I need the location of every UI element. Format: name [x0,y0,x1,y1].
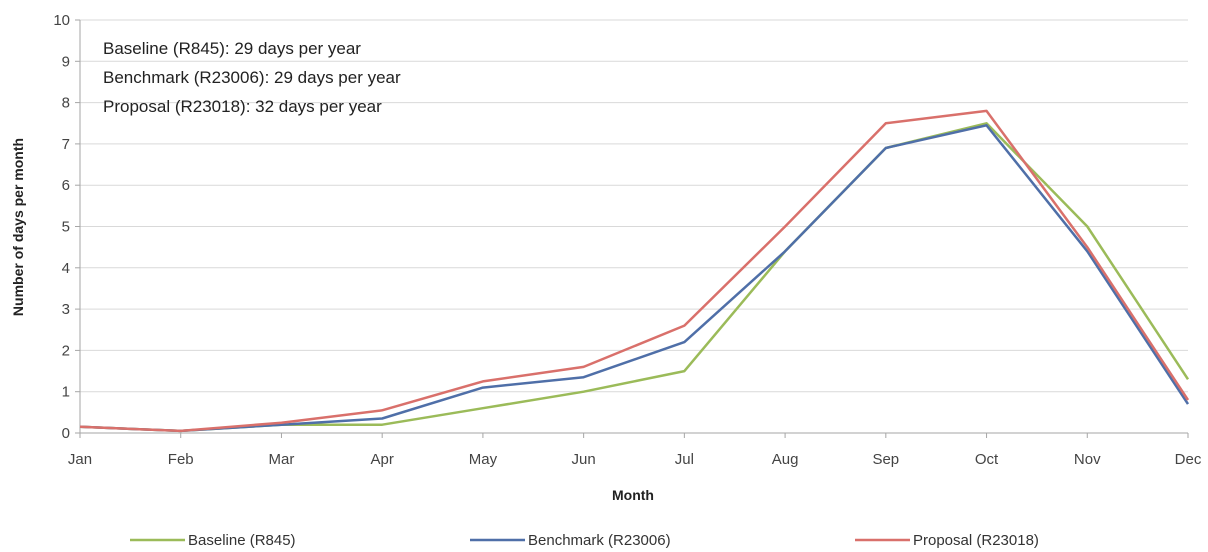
grid-lines [80,19,1188,393]
series-line-benchmark [79,124,1190,433]
x-tick-label: Mar [269,451,295,468]
legend-label-baseline: Baseline (R845) [188,532,296,549]
series-line-proposal [79,109,1190,433]
legend-label-benchmark: Benchmark (R23006) [528,532,671,549]
y-tick-labels: 0 1 2 3 4 5 6 7 8 9 10 [53,12,70,442]
x-tick-label: Jul [675,451,694,468]
x-tick-label: Sep [872,451,899,468]
y-tick-label: 1 [62,384,70,401]
legend-label-proposal: Proposal (R23018) [913,532,1039,549]
axes [75,19,1189,438]
y-tick-label: 4 [62,260,70,277]
y-tick-label: 2 [62,342,70,359]
y-tick-label: 10 [53,12,70,29]
x-tick-label: Apr [371,451,394,468]
y-tick-label: 5 [62,219,70,236]
x-tick-label: Oct [975,451,999,468]
x-tick-label: Nov [1074,451,1101,468]
x-tick-labels: Jan Feb Mar Apr May Jun Jul Aug Sep Oct Nov Dec [68,451,1202,468]
x-axis-title: Month [612,487,654,503]
x-tick-label: Aug [772,451,799,468]
y-tick-label: 3 [62,301,70,318]
annotation-benchmark: Benchmark (R23006): 29 days per year [103,68,401,87]
y-tick-label: 7 [62,136,70,153]
y-tick-label: 8 [62,95,70,112]
y-tick-label: 6 [62,177,70,194]
y-tick-label: 0 [62,425,70,442]
y-axis-title: Number of days per month [10,138,26,316]
x-tick-label: Jun [572,451,596,468]
series-lines [79,109,1190,433]
x-tick-label: May [469,451,498,468]
x-tick-label: Dec [1175,451,1202,468]
y-tick-label: 9 [62,53,70,70]
annotation-proposal: Proposal (R23018): 32 days per year [103,97,382,116]
legend: Baseline (R845) Benchmark (R23006) Proposa… [130,532,1039,549]
x-tick-label: Jan [68,451,92,468]
x-tick-label: Feb [168,451,194,468]
annotation-baseline: Baseline (R845): 29 days per year [103,39,361,58]
